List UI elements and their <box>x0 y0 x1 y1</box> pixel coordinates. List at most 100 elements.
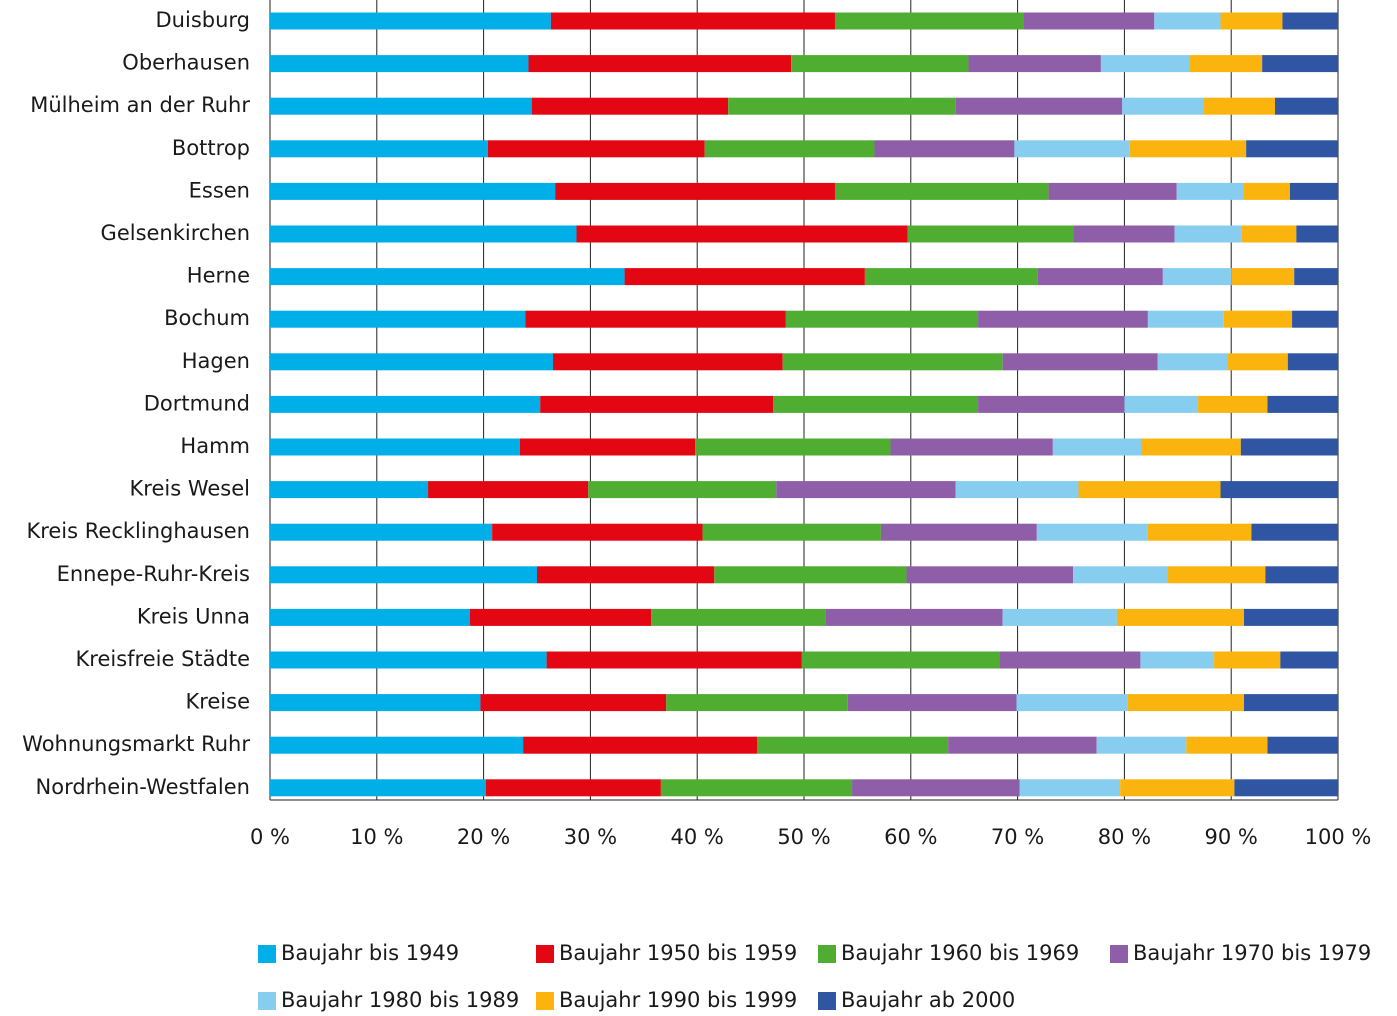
bar-segment <box>1174 225 1242 243</box>
bar-segment <box>1186 736 1268 754</box>
bar-segment <box>1019 779 1121 797</box>
bar-segment <box>1036 523 1148 541</box>
bar-segment <box>1289 182 1338 200</box>
bar-segment <box>660 779 853 797</box>
bar-segment <box>1244 608 1338 626</box>
bar-segment <box>695 438 891 456</box>
bar-segment <box>1048 182 1177 200</box>
bar-segment <box>270 55 529 73</box>
bar-segment <box>485 779 661 797</box>
legend-swatch <box>536 992 554 1010</box>
bar-segment <box>550 12 835 30</box>
bar-segment <box>270 353 554 371</box>
bar-segment <box>1244 694 1338 712</box>
bar-segment <box>1251 523 1338 541</box>
x-tick-label: 60 % <box>884 825 937 849</box>
bar-segment <box>270 481 429 499</box>
bar-segment <box>1147 310 1224 328</box>
bar-segment <box>1267 736 1338 754</box>
bar-segment <box>270 225 577 243</box>
category-label: Nordrhein-Westfalen <box>36 775 250 799</box>
category-label: Kreisfreie Städte <box>76 647 250 671</box>
bar-segment <box>1227 353 1288 371</box>
bar-segment <box>1096 736 1187 754</box>
bar-segment <box>1016 694 1128 712</box>
bar-segment <box>576 225 908 243</box>
bar-segment <box>955 481 1079 499</box>
bar-segment <box>801 651 1000 669</box>
bar-segment <box>270 566 537 584</box>
bar-segment <box>519 438 696 456</box>
x-tick-label: 70 % <box>991 825 1044 849</box>
category-label: Hagen <box>182 349 250 373</box>
bar-segment <box>864 268 1038 286</box>
legend-label: Baujahr 1980 bis 1989 <box>281 988 519 1012</box>
bar-segment <box>1162 268 1232 286</box>
bar-segment <box>523 736 758 754</box>
bar-segment <box>1231 268 1295 286</box>
category-label: Dortmund <box>144 391 250 415</box>
bar-segment <box>1140 651 1215 669</box>
bar-segment <box>1244 182 1290 200</box>
bar-segment <box>270 694 481 712</box>
bar-segment <box>553 353 783 371</box>
bar-segment <box>270 395 541 413</box>
category-label: Duisburg <box>156 8 251 32</box>
bar-segment <box>651 608 826 626</box>
category-label: Gelsenkirchen <box>101 221 250 245</box>
legend-label: Baujahr 1960 bis 1969 <box>841 941 1079 965</box>
bar-segment <box>1292 310 1338 328</box>
bar-segment <box>1220 481 1338 499</box>
bar-segment <box>852 779 1020 797</box>
legend-label: Baujahr 1990 bis 1999 <box>559 988 797 1012</box>
bar-segment <box>528 55 792 73</box>
bar-segment <box>1294 268 1338 286</box>
bar-segment <box>825 608 1003 626</box>
x-tick-label: 30 % <box>564 825 617 849</box>
bar-segment <box>1282 12 1338 30</box>
bar-segment <box>890 438 1053 456</box>
x-tick-label: 90 % <box>1205 825 1258 849</box>
bar-segment <box>1240 438 1338 456</box>
legend-label: Baujahr ab 2000 <box>841 988 1015 1012</box>
x-tick-label: 20 % <box>457 825 510 849</box>
bar-segment <box>907 225 1074 243</box>
bar-segment <box>270 523 493 541</box>
x-tick-label: 100 % <box>1305 825 1372 849</box>
bar-segment <box>270 140 488 158</box>
bar-segment <box>1262 55 1338 73</box>
legend-swatch <box>818 992 836 1010</box>
bar-segment <box>955 97 1123 115</box>
bar-segment <box>666 694 848 712</box>
legend-swatch <box>258 945 276 963</box>
bar-segment <box>537 566 715 584</box>
x-tick-label: 50 % <box>777 825 830 849</box>
bar-segment <box>1214 651 1281 669</box>
category-label: Kreis Recklinghausen <box>26 519 250 543</box>
bar-segment <box>782 353 1003 371</box>
bar-segment <box>270 736 524 754</box>
bar-segment <box>834 182 1049 200</box>
category-label: Ennepe-Ruhr-Kreis <box>57 562 250 586</box>
category-label: Oberhausen <box>122 51 250 75</box>
bar-segment <box>1157 353 1228 371</box>
bar-segment <box>1147 523 1252 541</box>
bar-segment <box>785 310 979 328</box>
bar-segment <box>1220 12 1283 30</box>
bar-segment <box>525 310 786 328</box>
bar-segment <box>728 97 956 115</box>
bar-segment <box>1078 481 1221 499</box>
bar-segment <box>1120 779 1235 797</box>
category-label: Bochum <box>164 306 250 330</box>
x-tick-label: 80 % <box>1098 825 1151 849</box>
category-label: Hamm <box>180 434 250 458</box>
bar-segment <box>487 140 705 158</box>
bar-segment <box>1265 566 1338 584</box>
category-label: Essen <box>189 178 250 202</box>
bar-segment <box>757 736 949 754</box>
legend-label: Baujahr 1950 bis 1959 <box>559 941 797 965</box>
bar-segment <box>1189 55 1263 73</box>
category-label: Bottrop <box>172 136 250 160</box>
bar-segment <box>1073 225 1175 243</box>
category-label: Kreis Wesel <box>130 477 250 501</box>
